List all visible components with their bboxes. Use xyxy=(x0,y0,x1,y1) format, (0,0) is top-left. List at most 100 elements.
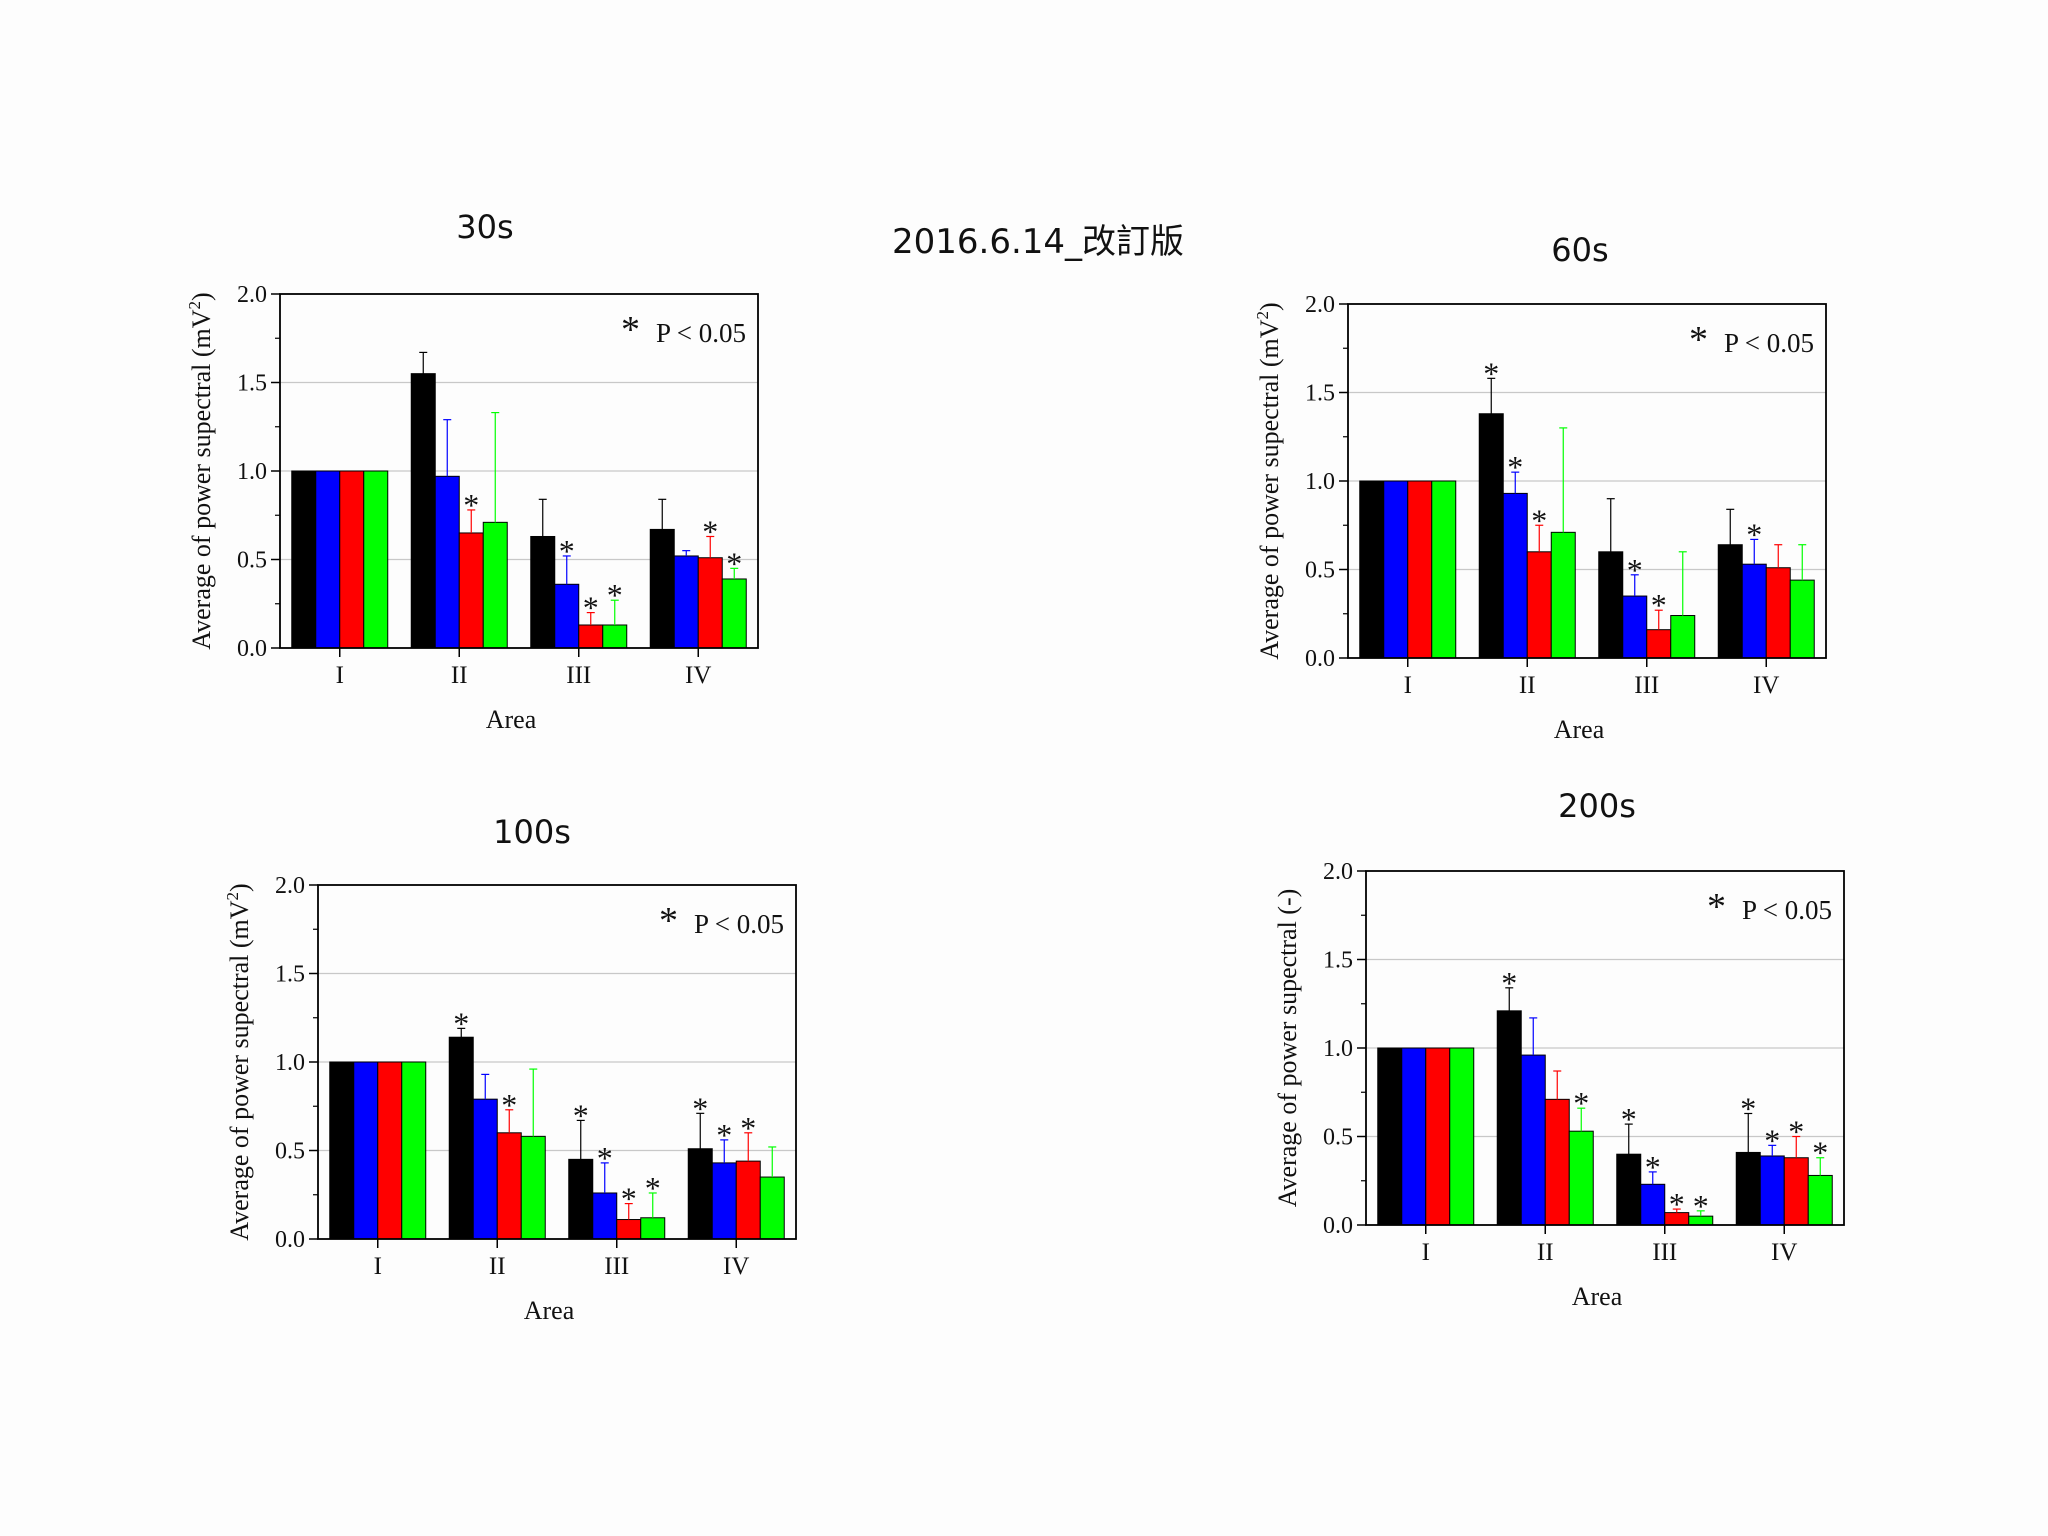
significance-legend-asterisk: * xyxy=(621,309,640,351)
bar xyxy=(711,1162,737,1240)
significance-legend-asterisk: * xyxy=(1689,319,1708,361)
bar xyxy=(1407,480,1433,659)
y-tick-label: 1.5 xyxy=(1305,381,1335,407)
y-axis-label-superscript: 2 xyxy=(223,892,242,901)
bar xyxy=(496,1132,522,1240)
x-tick-label: II xyxy=(1519,672,1536,699)
significance-note: P < 0.05 xyxy=(1742,895,1832,925)
significance-asterisk: * xyxy=(621,1181,637,1217)
y-tick-label: 0.0 xyxy=(1323,1213,1353,1239)
bar xyxy=(721,578,747,649)
significance-asterisk: * xyxy=(702,513,718,549)
bar xyxy=(1401,1047,1427,1226)
bar xyxy=(434,475,460,649)
significance-asterisk: * xyxy=(559,533,575,569)
bar xyxy=(363,470,389,649)
x-tick-label: III xyxy=(566,662,591,689)
significance-note: P < 0.05 xyxy=(694,909,784,939)
bar xyxy=(520,1135,546,1240)
bar xyxy=(1598,551,1624,659)
bar xyxy=(401,1061,427,1240)
y-tick-label: 1.0 xyxy=(275,1050,305,1076)
significance-legend-asterisk: * xyxy=(1707,886,1726,928)
y-axis-label-main: Average of power supectral (mV xyxy=(187,309,216,649)
bar xyxy=(687,1148,713,1240)
significance-asterisk: * xyxy=(1788,1114,1804,1150)
y-tick-label: 1.5 xyxy=(275,962,305,988)
significance-asterisk: * xyxy=(1627,552,1643,588)
y-axis-label-tail: ) xyxy=(187,292,216,301)
bar xyxy=(1383,480,1409,659)
bar xyxy=(649,528,675,649)
bar xyxy=(673,555,699,649)
x-tick-label: I xyxy=(374,1253,382,1280)
bar xyxy=(1526,551,1552,659)
bar xyxy=(616,1219,642,1240)
x-tick-label: II xyxy=(1537,1239,1554,1266)
significance-legend-asterisk: * xyxy=(659,900,678,942)
y-axis-label-superscript: 2 xyxy=(185,301,204,310)
y-axis-label-main: Average of power supectral (mV xyxy=(225,900,254,1240)
y-axis-label-superscript: 2 xyxy=(1253,311,1272,320)
significance-asterisk: * xyxy=(1651,587,1667,623)
y-tick-label: 1.5 xyxy=(1323,948,1353,974)
y-axis-label-main: Average of power supectral (mV xyxy=(1255,319,1284,659)
x-tick-label: IV xyxy=(723,1253,749,1280)
bar xyxy=(1765,567,1791,659)
significance-asterisk: * xyxy=(726,545,742,581)
bar xyxy=(1640,1183,1666,1226)
significance-asterisk: * xyxy=(716,1117,732,1153)
significance-asterisk: * xyxy=(501,1087,517,1123)
x-tick-label: IV xyxy=(1771,1239,1797,1266)
y-tick-label: 1.0 xyxy=(237,459,267,485)
bar xyxy=(329,1061,355,1240)
bar xyxy=(291,470,317,649)
x-tick-label: II xyxy=(451,662,468,689)
x-tick-label: IV xyxy=(1753,672,1779,699)
y-tick-label: 1.5 xyxy=(237,371,267,397)
significance-note: P < 0.05 xyxy=(1724,328,1814,358)
significance-asterisk: * xyxy=(1812,1135,1828,1171)
y-axis-label-main: Average of power supectral (-) xyxy=(1273,889,1302,1208)
slide-title: 2016.6.14_改訂版 xyxy=(892,222,1185,262)
y-tick-label: 0.0 xyxy=(237,636,267,662)
bar xyxy=(482,521,508,649)
plot-frame xyxy=(279,293,759,649)
significance-asterisk: * xyxy=(1645,1149,1661,1185)
y-tick-label: 2.0 xyxy=(1305,292,1335,318)
x-axis-label: Area xyxy=(1572,1282,1623,1311)
bar xyxy=(1807,1174,1833,1226)
chart-title: 200s xyxy=(1558,787,1636,825)
bar xyxy=(1520,1054,1546,1226)
significance-asterisk: * xyxy=(1483,355,1499,391)
bar xyxy=(697,557,723,649)
x-axis-label: Area xyxy=(524,1296,575,1325)
x-tick-label: I xyxy=(336,662,344,689)
bar xyxy=(1616,1153,1642,1226)
bar xyxy=(568,1158,594,1240)
y-axis-label-tail: ) xyxy=(225,883,254,892)
bar xyxy=(1759,1155,1785,1226)
bar xyxy=(1425,1047,1451,1226)
plot-frame xyxy=(1347,303,1827,659)
bar xyxy=(1622,595,1648,659)
bar xyxy=(602,624,628,649)
bar xyxy=(1502,492,1528,659)
significance-asterisk: * xyxy=(1740,1090,1756,1126)
x-tick-label: I xyxy=(1404,672,1412,699)
y-tick-label: 1.0 xyxy=(1323,1036,1353,1062)
y-tick-label: 2.0 xyxy=(237,282,267,308)
chart-title: 30s xyxy=(456,208,513,246)
y-tick-label: 0.5 xyxy=(275,1139,305,1165)
bar xyxy=(1550,531,1576,659)
x-axis-label: Area xyxy=(1554,715,1605,744)
significance-asterisk: * xyxy=(1501,965,1517,1001)
significance-asterisk: * xyxy=(1531,502,1547,538)
y-tick-label: 2.0 xyxy=(275,873,305,899)
significance-note: P < 0.05 xyxy=(656,318,746,348)
bar xyxy=(353,1061,379,1240)
y-tick-label: 0.5 xyxy=(237,548,267,574)
